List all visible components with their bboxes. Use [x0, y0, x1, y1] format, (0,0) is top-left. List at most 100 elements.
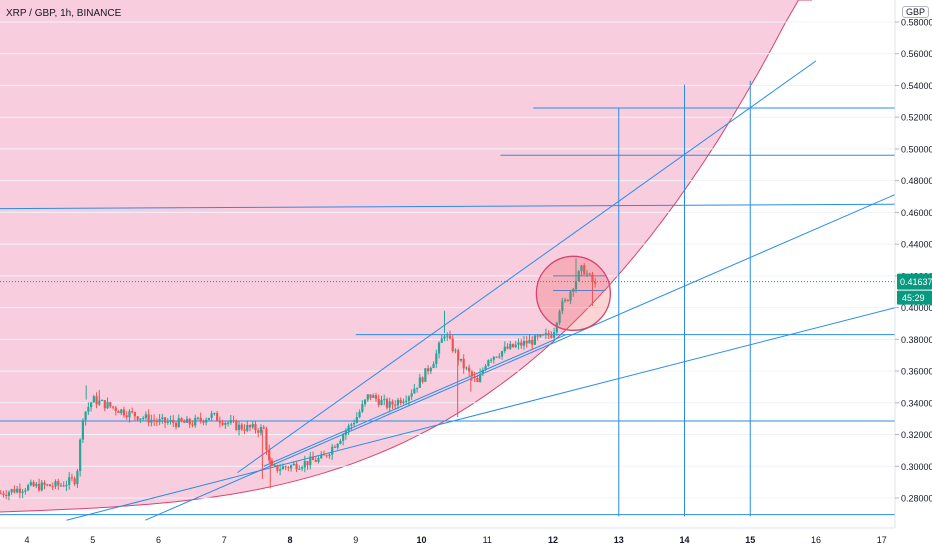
candle-body-208 — [569, 291, 572, 301]
candle-body-126 — [344, 430, 347, 435]
candle-body-176 — [481, 369, 484, 374]
candle-body-65 — [177, 418, 180, 427]
candle-body-56 — [153, 419, 156, 421]
x-tick-label-2: 6 — [156, 535, 161, 545]
candle-body-158 — [432, 363, 435, 369]
y-tick-label-13: 0.54000 — [901, 81, 932, 91]
candle-body-181 — [495, 356, 498, 358]
candle-body-123 — [336, 443, 339, 448]
candle-body-111 — [303, 461, 306, 468]
candle-body-145 — [396, 399, 400, 406]
candle-body-49 — [133, 412, 137, 417]
candle-body-199 — [544, 333, 547, 335]
candle-body-178 — [487, 360, 490, 366]
candle-body-204 — [558, 311, 561, 323]
candle-body-121 — [331, 446, 334, 455]
currency-button[interactable]: GBP — [902, 6, 930, 18]
candle-body-83 — [226, 422, 230, 424]
candle-body-6 — [16, 488, 19, 493]
candle-body-105 — [287, 467, 290, 469]
candle-body-103 — [281, 466, 284, 470]
candle-body-151 — [413, 388, 416, 394]
candle-body-127 — [347, 425, 350, 431]
candle-body-163 — [446, 335, 449, 337]
candle-body-201 — [550, 335, 553, 338]
candle-body-198 — [542, 334, 545, 336]
x-tick-label-5: 9 — [353, 535, 358, 545]
candle-body-52 — [142, 417, 145, 419]
candle-body-51 — [139, 418, 142, 420]
candle-body-170 — [465, 367, 468, 369]
candle-body-195 — [533, 335, 537, 345]
candle-body-108 — [295, 463, 298, 470]
candle-body-193 — [528, 339, 531, 344]
x-tick-label-6: 10 — [416, 535, 426, 545]
candle-body-50 — [136, 416, 139, 420]
candle-body-100 — [273, 465, 276, 467]
candle-body-114 — [311, 456, 315, 461]
candle-body-46 — [125, 415, 128, 418]
candle-body-190 — [520, 342, 523, 346]
candle-body-175 — [479, 373, 482, 382]
trend-low — [66, 305, 902, 521]
candle-body-34 — [92, 396, 95, 403]
candle-body-11 — [29, 482, 32, 486]
candle-body-79 — [216, 413, 219, 421]
y-tick-label-14: 0.56000 — [901, 49, 932, 59]
candle-body-207 — [566, 299, 569, 301]
candle-body-41 — [111, 406, 115, 408]
candle-body-29 — [79, 439, 82, 472]
candle-body-96 — [262, 427, 265, 429]
candle-body-150 — [410, 393, 413, 397]
candle-body-180 — [492, 356, 495, 360]
candle-body-67 — [183, 421, 186, 423]
y-tick-label-15: 0.58000 — [901, 18, 932, 28]
y-tick-label-8: 0.44000 — [901, 240, 932, 250]
candle-body-9 — [24, 490, 27, 492]
candle-body-177 — [484, 365, 487, 370]
region-edge — [0, 0, 812, 513]
countdown-label: 45:29 — [902, 293, 925, 303]
candle-body-164 — [448, 335, 452, 339]
candle-body-78 — [213, 413, 216, 415]
candle-body-157 — [429, 368, 432, 372]
candle-body-82 — [224, 422, 227, 425]
hline-046 — [0, 203, 902, 210]
candle-body-156 — [426, 368, 430, 372]
y-tick-label-1: 0.30000 — [901, 462, 932, 472]
candle-body-185 — [506, 346, 509, 349]
x-tick-label-8: 12 — [548, 535, 558, 545]
y-tick-label-6: 0.40000 — [901, 303, 932, 313]
candle-body-171 — [468, 367, 471, 372]
candle-body-5 — [13, 489, 16, 493]
candle-body-85 — [232, 420, 235, 422]
candle-body-88 — [240, 424, 243, 430]
candle-body-184 — [503, 346, 506, 352]
candle-body-1 — [2, 493, 5, 496]
candle-body-87 — [237, 424, 241, 431]
candle-body-162 — [443, 336, 446, 339]
candle-body-188 — [514, 344, 517, 348]
candle-body-139 — [380, 400, 383, 406]
highlight-circle — [535, 255, 612, 331]
candle-body-89 — [243, 429, 246, 431]
candle-body-59 — [161, 417, 164, 420]
candle-body-169 — [462, 358, 465, 369]
candle-body-128 — [350, 424, 353, 426]
candle-body-22 — [59, 485, 63, 487]
candle-body-146 — [399, 399, 402, 404]
candle-body-10 — [26, 485, 30, 491]
candle-body-159 — [435, 353, 438, 364]
candle-body-23 — [62, 485, 65, 487]
candle-body-42 — [114, 407, 117, 412]
y-tick-label-11: 0.50000 — [901, 144, 932, 154]
candle-body-18 — [48, 484, 52, 487]
candle-body-106 — [289, 465, 293, 469]
candle-body-94 — [257, 430, 260, 433]
x-tick-label-1: 5 — [90, 535, 95, 545]
candle-body-166 — [454, 350, 457, 352]
candle-body-110 — [300, 467, 304, 469]
candle-body-212 — [580, 265, 583, 272]
candle-body-28 — [76, 471, 79, 485]
